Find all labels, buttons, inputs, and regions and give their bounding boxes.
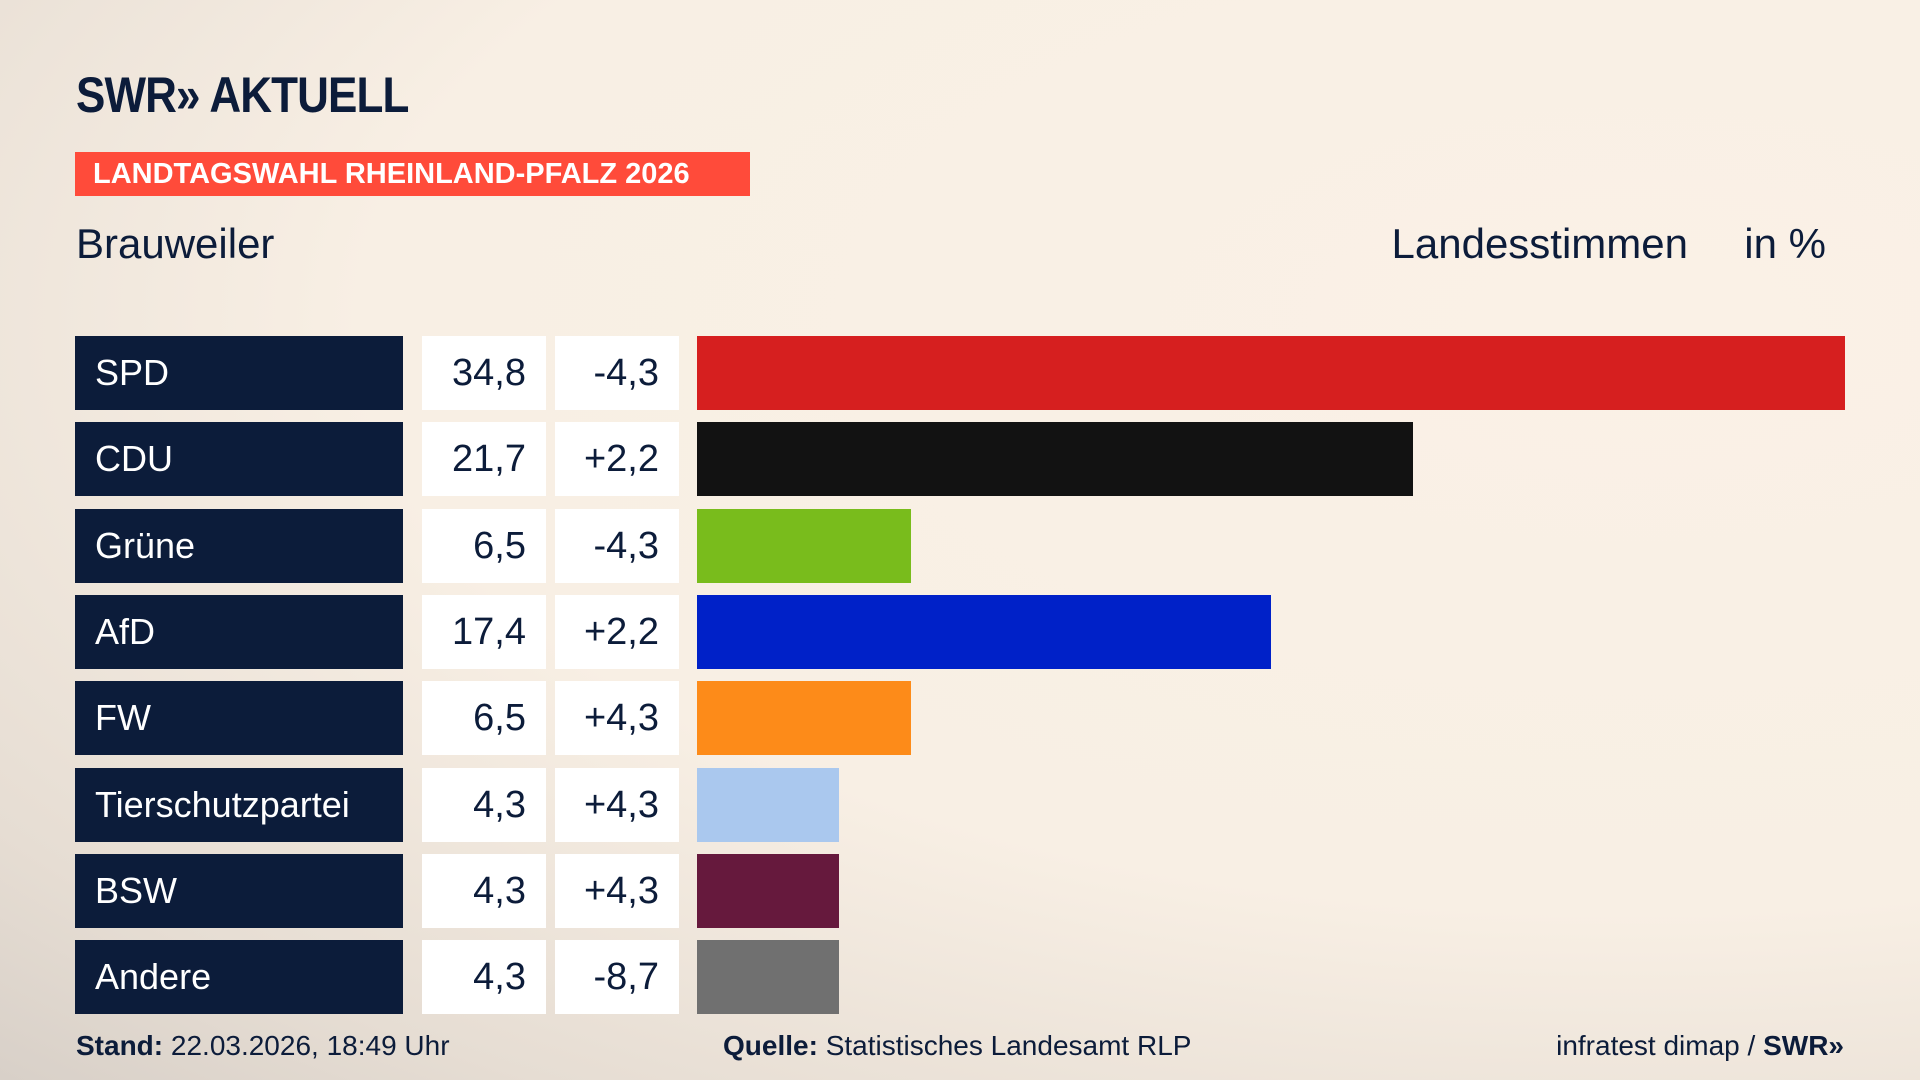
party-name: BSW bbox=[75, 853, 403, 928]
result-row: SPD 34,8 -4,3 bbox=[0, 336, 1920, 410]
party-bar bbox=[697, 767, 839, 842]
party-diff: -4,3 bbox=[555, 508, 679, 583]
party-value: 34,8 bbox=[422, 336, 546, 410]
result-row: CDU 21,7 +2,2 bbox=[0, 422, 1920, 497]
party-name: CDU bbox=[75, 422, 403, 497]
party-value: 4,3 bbox=[422, 940, 546, 1015]
party-bar bbox=[697, 336, 1845, 410]
party-diff: +2,2 bbox=[555, 422, 679, 497]
party-name: Andere bbox=[75, 940, 403, 1015]
party-diff: -4,3 bbox=[555, 336, 679, 410]
party-value: 21,7 bbox=[422, 422, 546, 497]
source-value: Statistisches Landesamt RLP bbox=[825, 1030, 1192, 1061]
party-value: 6,5 bbox=[422, 508, 546, 583]
election-tag: LANDTAGSWAHL RHEINLAND-PFALZ 2026 bbox=[75, 152, 750, 196]
party-bar bbox=[697, 853, 839, 928]
party-diff: +4,3 bbox=[555, 681, 679, 756]
party-name: AfD bbox=[75, 594, 403, 669]
swr-logo: SWR» bbox=[1763, 1030, 1844, 1061]
party-value: 4,3 bbox=[422, 853, 546, 928]
party-value: 4,3 bbox=[422, 767, 546, 842]
measure-label: Landesstimmen bbox=[1391, 220, 1688, 267]
stand-value: 22.03.2026, 18:49 Uhr bbox=[170, 1030, 450, 1061]
party-diff: +2,2 bbox=[555, 594, 679, 669]
swr-aktuell-logo: SWR» AKTUELL bbox=[76, 67, 409, 123]
source-label: Quelle: bbox=[723, 1030, 818, 1061]
stand: Stand: 22.03.2026, 18:49 Uhr bbox=[76, 1030, 450, 1062]
party-name: Tierschutzpartei bbox=[75, 767, 403, 842]
party-bar bbox=[697, 508, 912, 583]
party-name: Grüne bbox=[75, 508, 403, 583]
unit-label: in % bbox=[1744, 220, 1826, 267]
stand-label: Stand: bbox=[76, 1030, 164, 1061]
result-row: Grüne 6,5 -4,3 bbox=[0, 508, 1920, 583]
credit: infratest dimap / SWR» bbox=[1556, 1030, 1844, 1062]
result-row: FW 6,5 +4,3 bbox=[0, 681, 1920, 756]
party-bar bbox=[697, 422, 1413, 497]
party-bar bbox=[697, 681, 912, 756]
credit-text: infratest dimap / bbox=[1556, 1030, 1764, 1061]
result-row: Tierschutzpartei 4,3 +4,3 bbox=[0, 767, 1920, 842]
party-bar bbox=[697, 940, 839, 1015]
party-value: 6,5 bbox=[422, 681, 546, 756]
party-bar bbox=[697, 594, 1271, 669]
party-diff: -8,7 bbox=[555, 940, 679, 1015]
party-diff: +4,3 bbox=[555, 853, 679, 928]
result-row: Andere 4,3 -8,7 bbox=[0, 940, 1920, 1015]
place-title: Brauweiler bbox=[76, 220, 275, 267]
result-row: AfD 17,4 +2,2 bbox=[0, 594, 1920, 669]
party-diff: +4,3 bbox=[555, 767, 679, 842]
source: Quelle: Statistisches Landesamt RLP bbox=[723, 1030, 1191, 1062]
party-name: FW bbox=[75, 681, 403, 756]
party-name: SPD bbox=[75, 336, 403, 410]
party-value: 17,4 bbox=[422, 594, 546, 669]
result-row: BSW 4,3 +4,3 bbox=[0, 853, 1920, 928]
